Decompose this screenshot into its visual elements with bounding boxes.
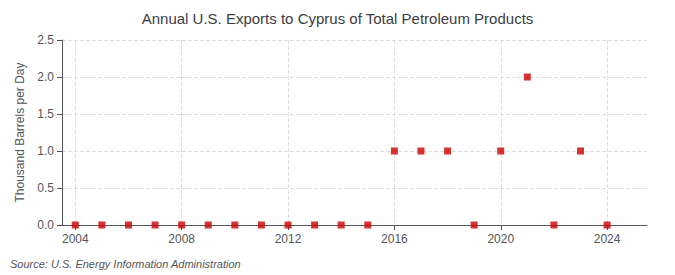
svg-text:0.0: 0.0 <box>37 218 54 232</box>
svg-text:2016: 2016 <box>381 232 408 246</box>
svg-text:2012: 2012 <box>275 232 302 246</box>
svg-text:2020: 2020 <box>487 232 514 246</box>
svg-text:Annual U.S. Exports to Cyprus: Annual U.S. Exports to Cyprus of Total P… <box>142 10 534 27</box>
svg-text:1.5: 1.5 <box>37 107 54 121</box>
svg-text:Thousand Barrels per Day: Thousand Barrels per Day <box>13 62 27 202</box>
svg-text:1.0: 1.0 <box>37 144 54 158</box>
svg-text:2.0: 2.0 <box>37 70 54 84</box>
svg-text:2024: 2024 <box>594 232 621 246</box>
svg-text:0.5: 0.5 <box>37 181 54 195</box>
svg-text:2008: 2008 <box>168 232 195 246</box>
svg-text:2004: 2004 <box>62 232 89 246</box>
svg-text:Source: U.S. Energy Informatio: Source: U.S. Energy Information Administ… <box>10 258 241 270</box>
svg-text:2.5: 2.5 <box>37 33 54 47</box>
